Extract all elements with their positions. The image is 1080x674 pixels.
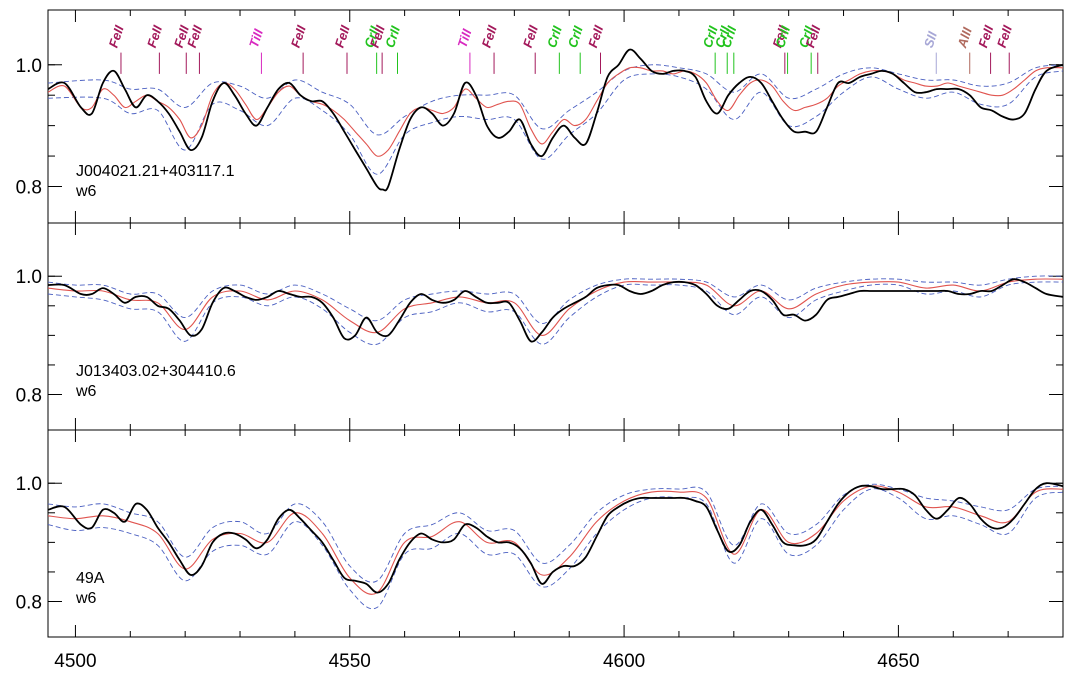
line-id-label: FeII xyxy=(994,23,1015,49)
panel-star-label: J013403.02+304410.6 xyxy=(76,363,236,380)
line-id-label: FeII xyxy=(520,23,541,49)
panel-wset-label: w6 xyxy=(75,383,97,400)
line-id-label: CrII xyxy=(700,24,721,50)
panel-star-label: 49A xyxy=(76,570,105,587)
panel-frame xyxy=(47,222,1064,431)
line-id-label: CrII xyxy=(772,24,793,50)
panel-middle: 0.8 1.0 J013403.02+304410.6 w6 xyxy=(16,222,1064,431)
line-id-label: SII xyxy=(921,29,940,49)
panel-wset-label: w6 xyxy=(75,590,97,607)
line-id-label: FeII xyxy=(184,23,205,49)
line-id-label: CrII xyxy=(361,24,382,50)
series-model_upper xyxy=(48,64,1063,136)
line-id-label: FeII xyxy=(367,23,388,49)
line-id-label: FeII xyxy=(769,23,790,49)
line-id-label: FeII xyxy=(585,23,606,49)
line-id-label: FeII xyxy=(479,23,500,49)
line-id-label: CrII xyxy=(382,24,403,50)
panel-series xyxy=(48,48,1063,192)
panel-bottom: 0.8 1.0 49A w6 xyxy=(16,429,1064,638)
panel-frame xyxy=(47,429,1064,638)
line-id-label: CrII xyxy=(796,24,817,50)
line-id-label: CrII xyxy=(565,24,586,50)
y-tick-label: 0.8 xyxy=(16,386,42,407)
x-axis: 4500 4550 4600 4650 xyxy=(54,651,919,672)
x-tick-label: 4650 xyxy=(877,651,919,672)
x-tick-label: 4600 xyxy=(603,651,645,672)
line-id-label: TiII xyxy=(246,27,266,50)
y-tick-label: 0.8 xyxy=(16,593,42,614)
x-tick-label: 4500 xyxy=(54,651,96,672)
line-id-label: FeII xyxy=(171,23,192,49)
panel-star-label: J004021.21+403117.1 xyxy=(76,163,235,180)
y-tick-label: 0.8 xyxy=(16,177,42,198)
line-id-label: FeII xyxy=(106,23,127,49)
series-model xyxy=(48,485,1063,595)
series-observed xyxy=(48,278,1063,343)
series-model_lower xyxy=(48,281,1063,346)
line-id-label: CrII xyxy=(712,24,733,50)
panel-series xyxy=(48,275,1063,346)
series-model xyxy=(48,278,1063,336)
x-tick-label: 4550 xyxy=(329,651,371,672)
line-id-label: FeII xyxy=(802,23,823,49)
line-id-label: TiII xyxy=(454,27,474,50)
line-id-label: FeII xyxy=(144,23,165,49)
series-model_upper xyxy=(48,483,1063,583)
series-observed xyxy=(48,482,1063,594)
y-tick-label: 1.0 xyxy=(16,474,42,495)
y-tick-label: 1.0 xyxy=(16,267,42,288)
series-observed xyxy=(48,48,1063,192)
line-id-label: AlII xyxy=(954,25,975,50)
panel-series xyxy=(48,482,1063,610)
line-id-label: CrII xyxy=(718,24,739,50)
series-model_lower xyxy=(48,488,1063,610)
line-id-label: CrII xyxy=(544,24,565,50)
line-id-label: FeII xyxy=(288,23,309,49)
panel-wset-label: w6 xyxy=(75,183,97,200)
panel-top: 0.8 1.0 J004021.21+403117.1 w6 xyxy=(16,9,1064,224)
series-model_upper xyxy=(48,275,1063,324)
line-id-label: FeII xyxy=(975,23,996,49)
series-model xyxy=(48,66,1063,157)
y-tick-label: 1.0 xyxy=(16,56,42,77)
series-model_lower xyxy=(48,70,1063,175)
line-id-label: FeII xyxy=(332,23,353,49)
